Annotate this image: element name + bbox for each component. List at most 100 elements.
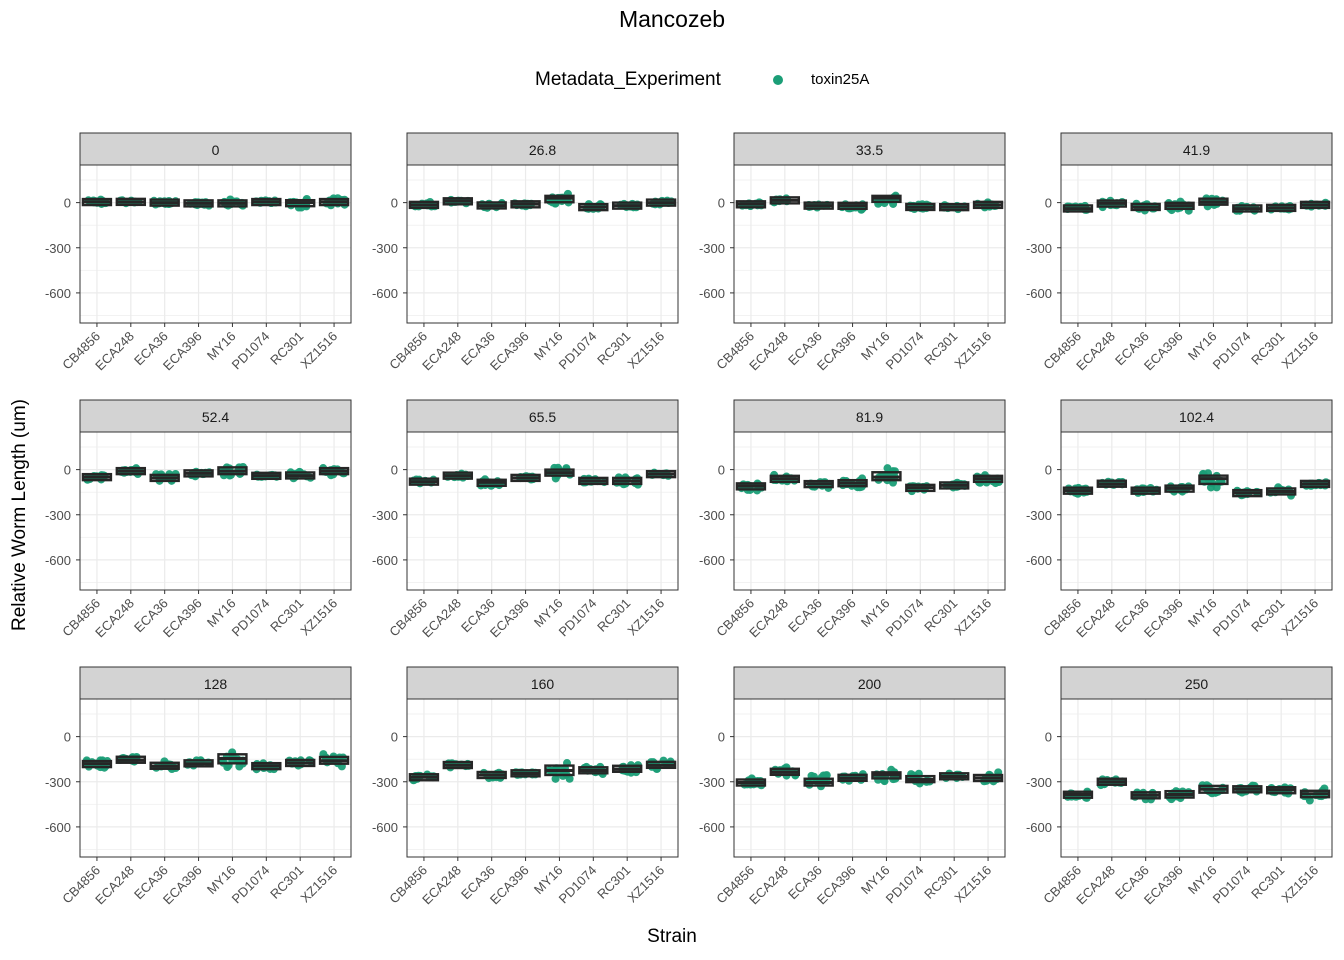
panel-background [407, 432, 678, 590]
y-tick-label: -600 [1026, 553, 1052, 568]
facet-strip [406, 666, 679, 700]
x-tick-label: PD1074 [556, 596, 600, 640]
facet-strip-label: 0 [212, 142, 220, 158]
y-tick-label: -600 [372, 553, 398, 568]
y-tick-label: -600 [372, 820, 398, 835]
panel-background [80, 699, 351, 857]
y-tick-label: -300 [1026, 508, 1052, 523]
data-point [297, 203, 306, 212]
y-tick-label: 0 [718, 730, 725, 745]
panel-background [407, 699, 678, 857]
facet-strip [406, 132, 679, 166]
data-point [551, 774, 560, 783]
facet-strip-label: 160 [531, 676, 555, 692]
panel-border [1060, 431, 1333, 591]
y-tick-label: -300 [1026, 241, 1052, 256]
y-tick-label: -300 [699, 241, 725, 256]
y-tick-label: -300 [372, 775, 398, 790]
panel-border [406, 698, 679, 858]
facet-strip-label: 200 [858, 676, 882, 692]
y-tick-label: -300 [372, 508, 398, 523]
panel-background [407, 165, 678, 323]
facet-strip-label: 26.8 [529, 142, 556, 158]
x-tick-label: XZ1516 [1278, 596, 1321, 639]
panel-border [79, 164, 352, 324]
x-tick-label: XZ1516 [297, 596, 340, 639]
y-tick-label: -300 [1026, 775, 1052, 790]
y-tick-label: 0 [391, 730, 398, 745]
panel-background [80, 432, 351, 590]
x-tick-label: XZ1516 [297, 329, 340, 372]
facet-strip-label: 65.5 [529, 409, 556, 425]
y-tick-label: -600 [45, 553, 71, 568]
x-tick-label: XZ1516 [951, 329, 994, 372]
panel-border [406, 431, 679, 591]
data-point [821, 771, 830, 780]
x-tick-label: XZ1516 [951, 596, 994, 639]
x-tick-label: PD1074 [229, 863, 273, 907]
x-tick-label: XZ1516 [1278, 863, 1321, 906]
facet-strip [733, 132, 1006, 166]
facet-strip [1060, 132, 1333, 166]
facet-strip-label: 52.4 [202, 409, 229, 425]
y-tick-label: -600 [1026, 286, 1052, 301]
facet-strip-label: 33.5 [856, 142, 883, 158]
panel-border [733, 431, 1006, 591]
panel-border [406, 164, 679, 324]
y-tick-label: 0 [1045, 196, 1052, 211]
y-tick-label: -600 [699, 820, 725, 835]
y-tick-label: -300 [45, 775, 71, 790]
y-tick-label: -600 [372, 286, 398, 301]
facet-strip-label: 102.4 [1179, 409, 1214, 425]
panel-background [80, 165, 351, 323]
x-tick-label: XZ1516 [624, 596, 667, 639]
panel-border [79, 431, 352, 591]
panel-background [1061, 432, 1332, 590]
panel-border [1060, 698, 1333, 858]
y-tick-label: -600 [699, 286, 725, 301]
x-tick-label: XZ1516 [624, 329, 667, 372]
y-tick-label: -300 [699, 508, 725, 523]
y-tick-label: -600 [45, 820, 71, 835]
facet-strip [406, 399, 679, 433]
facet-strip-label: 81.9 [856, 409, 883, 425]
facet-strip-label: 128 [204, 676, 228, 692]
y-tick-label: 0 [64, 463, 71, 478]
x-tick-label: PD1074 [556, 863, 600, 907]
y-tick-label: -600 [699, 553, 725, 568]
x-tick-label: XZ1516 [297, 863, 340, 906]
panel-border [733, 698, 1006, 858]
panel-border [79, 698, 352, 858]
x-tick-label: PD1074 [556, 329, 600, 373]
y-tick-label: 0 [1045, 463, 1052, 478]
facet-strip [1060, 399, 1333, 433]
y-tick-label: -300 [45, 241, 71, 256]
legend-key-dot [773, 75, 783, 85]
y-tick-label: 0 [391, 463, 398, 478]
x-tick-label: PD1074 [229, 329, 273, 373]
panel-background [734, 165, 1005, 323]
y-tick-label: -300 [45, 508, 71, 523]
panel-background [734, 432, 1005, 590]
x-tick-label: PD1074 [883, 863, 927, 907]
y-tick-label: 0 [391, 196, 398, 211]
facet-strip-label: 41.9 [1183, 142, 1210, 158]
facet-strip [1060, 666, 1333, 700]
y-tick-label: -300 [699, 775, 725, 790]
y-tick-label: -600 [45, 286, 71, 301]
facet-strip [79, 399, 352, 433]
x-tick-label: PD1074 [883, 596, 927, 640]
panel-border [1060, 164, 1333, 324]
x-tick-label: PD1074 [883, 329, 927, 373]
